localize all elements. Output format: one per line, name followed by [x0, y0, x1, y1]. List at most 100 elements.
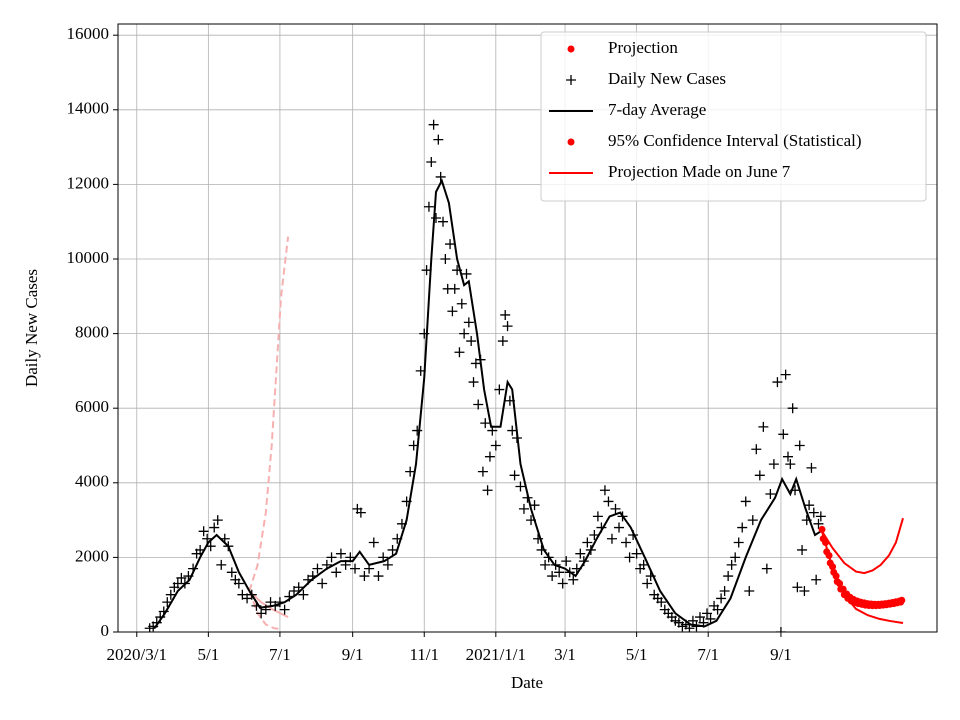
case-marker	[772, 377, 783, 388]
case-marker	[813, 518, 824, 529]
legend-marker	[567, 138, 575, 146]
case-marker	[815, 511, 826, 522]
case-marker	[775, 627, 786, 632]
case-marker	[226, 567, 237, 578]
case-marker	[209, 522, 220, 533]
y-tick-label: 16000	[67, 24, 110, 43]
case-marker	[293, 582, 304, 593]
plot-area	[144, 119, 906, 632]
case-marker	[751, 444, 762, 455]
case-marker	[631, 548, 642, 559]
x-tick-label: 11/1	[409, 645, 439, 664]
case-marker	[312, 563, 323, 574]
case-marker	[433, 134, 444, 145]
legend-label: Projection	[608, 38, 678, 57]
legend-label: Daily New Cases	[608, 69, 726, 88]
case-marker	[740, 496, 751, 507]
series-line	[248, 236, 290, 592]
x-tick-label: 2020/3/1	[107, 645, 167, 664]
x-axis-label: Date	[511, 673, 543, 692]
projection-dot	[898, 596, 906, 604]
case-marker	[744, 585, 755, 596]
case-marker	[540, 559, 551, 570]
projection-dot	[822, 538, 830, 546]
y-tick-label: 14000	[67, 99, 110, 118]
case-marker	[350, 563, 361, 574]
case-marker	[723, 571, 734, 582]
case-marker	[782, 451, 793, 462]
x-tick-label: 5/1	[197, 645, 219, 664]
case-marker	[435, 171, 446, 182]
case-marker	[730, 552, 741, 563]
case-marker	[198, 526, 209, 537]
series-line	[821, 517, 904, 575]
case-marker	[754, 470, 765, 481]
case-marker	[712, 604, 723, 615]
case-marker	[575, 548, 586, 559]
case-marker	[592, 511, 603, 522]
x-tick-label: 9/1	[342, 645, 364, 664]
case-marker	[561, 556, 572, 567]
projection-dot	[839, 585, 847, 593]
case-marker	[477, 466, 488, 477]
case-marker	[454, 347, 465, 358]
case-marker	[490, 440, 501, 451]
legend-label: Projection Made on June 7	[608, 162, 791, 181]
case-marker	[355, 507, 366, 518]
case-marker	[507, 425, 518, 436]
case-marker	[466, 336, 477, 347]
case-marker	[428, 119, 439, 130]
case-marker	[747, 515, 758, 526]
y-tick-label: 10000	[67, 248, 110, 267]
case-marker	[811, 574, 822, 585]
case-marker	[642, 578, 653, 589]
case-marker	[317, 578, 328, 589]
series-line	[153, 178, 822, 629]
x-tick-label: 2021/1/1	[466, 645, 526, 664]
projection-dot	[818, 525, 826, 533]
case-marker	[298, 589, 309, 600]
case-marker	[694, 612, 705, 623]
case-marker	[326, 552, 337, 563]
case-marker	[726, 559, 737, 570]
case-marker	[331, 567, 342, 578]
case-marker	[792, 582, 803, 593]
x-tick-label: 7/1	[269, 645, 291, 664]
case-marker	[176, 572, 187, 583]
case-marker	[430, 212, 441, 223]
legend-box	[540, 31, 927, 202]
case-marker	[438, 216, 449, 227]
case-marker	[494, 384, 505, 395]
case-marker	[405, 466, 416, 477]
case-marker	[547, 571, 558, 582]
case-marker	[165, 589, 176, 600]
case-marker	[557, 578, 568, 589]
case-marker	[716, 593, 727, 604]
plot-frame	[117, 23, 938, 633]
case-marker	[216, 559, 227, 570]
case-marker	[518, 503, 529, 514]
projection-dot	[836, 580, 844, 588]
case-marker	[382, 559, 393, 570]
case-marker	[463, 317, 474, 328]
case-marker	[359, 571, 370, 582]
case-marker	[445, 239, 456, 250]
case-marker	[702, 608, 713, 619]
case-marker	[387, 544, 398, 555]
y-tick-label: 0	[101, 621, 110, 640]
legend-marker	[567, 45, 575, 53]
case-marker	[780, 369, 791, 380]
x-tick-label: 9/1	[770, 645, 792, 664]
projection-dot	[832, 572, 840, 580]
y-tick-label: 12000	[67, 173, 110, 192]
case-marker	[638, 559, 649, 570]
case-marker	[624, 552, 635, 563]
x-tick-label: 7/1	[697, 645, 719, 664]
case-marker	[737, 522, 748, 533]
case-marker	[468, 377, 479, 388]
case-marker	[440, 253, 451, 264]
case-marker	[610, 503, 621, 514]
case-marker	[500, 309, 511, 320]
case-marker	[705, 613, 716, 624]
